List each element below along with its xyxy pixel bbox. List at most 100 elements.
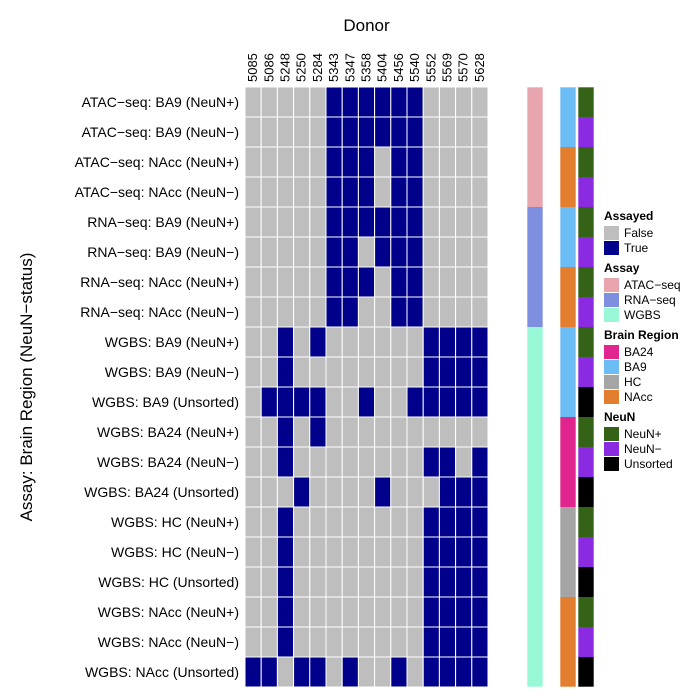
heatmap-cell (357, 176, 376, 208)
brain-region-annotation-cell (560, 447, 576, 477)
heatmap-cell (341, 266, 359, 298)
assay-annotation-cell (527, 477, 543, 507)
row-label: WGBS: BA9 (NeuN−) (105, 364, 239, 380)
heatmap-cell (276, 266, 295, 298)
heatmap-cell (390, 206, 408, 238)
heatmap-cell (422, 566, 440, 598)
legend-label: False (624, 226, 654, 240)
neun-annotation-frame (577, 86, 595, 688)
neun-annotation-cell (578, 387, 594, 417)
heatmap-cell (390, 86, 408, 118)
legend-label: RNA−seq (624, 293, 676, 307)
brain-region-annotation-cell (560, 657, 576, 687)
row-label: ATAC−seq: BA9 (NeuN−) (82, 124, 239, 140)
heatmap-cell (325, 416, 343, 448)
heatmap-cell (422, 416, 440, 448)
heatmap-cell (357, 206, 376, 238)
heatmap-cell (293, 476, 311, 508)
brain-region-annotation-cell (560, 417, 576, 447)
heatmap-cell (341, 326, 359, 358)
column-label: 5085 (245, 53, 260, 82)
heatmap-cell (341, 506, 359, 538)
heatmap-cell (341, 416, 359, 448)
heatmap-cell (309, 416, 327, 448)
heatmap-cell (422, 266, 440, 298)
heatmap-cell (374, 356, 392, 388)
neun-annotation-cell (578, 177, 594, 207)
heatmap-cell (438, 356, 457, 388)
heatmap-cell (422, 536, 440, 568)
heatmap-cell (406, 596, 424, 628)
legend-swatch (604, 390, 619, 404)
heatmap-cell (309, 176, 327, 208)
heatmap-cell (374, 86, 392, 118)
column-label: 5569 (440, 53, 455, 82)
heatmap-cell (341, 236, 359, 268)
neun-annotation-cell (578, 627, 594, 657)
heatmap-cell (390, 146, 408, 178)
heatmap-cell (455, 206, 473, 238)
legend-label: True (624, 241, 649, 255)
heatmap-cell (455, 446, 473, 478)
heatmap-cell (374, 206, 392, 238)
heatmap-cell (276, 416, 295, 448)
heatmap-cell (325, 176, 343, 208)
heatmap-cell (390, 116, 408, 148)
heatmap-cell (438, 296, 457, 328)
heatmap-cell (455, 566, 473, 598)
heatmap-cell (309, 86, 327, 118)
heatmap-cell (422, 476, 440, 508)
heatmap-cell (390, 566, 408, 598)
heatmap-cell (374, 596, 392, 628)
heatmap-cell (390, 476, 408, 508)
heatmap-cell (374, 236, 392, 268)
heatmap-cell (293, 236, 311, 268)
heatmap-cell (309, 116, 327, 148)
heatmap-cell (471, 596, 489, 628)
assay-annotation-cell (527, 387, 543, 417)
heatmap-cell (438, 236, 457, 268)
column-label: 5086 (261, 53, 276, 82)
heatmap-cell (244, 296, 262, 328)
heatmap-cell (422, 446, 440, 478)
heatmap-cell (325, 656, 343, 688)
brain-region-annotation-cell (560, 87, 576, 117)
legend-label: NeuN+ (624, 427, 662, 441)
heatmap-cell (390, 296, 408, 328)
column-label: 5540 (407, 53, 422, 82)
row-label: WGBS: NAcc (NeuN+) (98, 604, 239, 620)
neun-annotation-cell (578, 147, 594, 177)
heatmap-cell (406, 506, 424, 538)
heatmap-cell (422, 146, 440, 178)
column-label: 5552 (423, 53, 438, 82)
neun-annotation-cell (578, 87, 594, 117)
heatmap-cell (406, 656, 424, 688)
heatmap-cell (325, 596, 343, 628)
heatmap-cell (406, 566, 424, 598)
legend-swatch (604, 308, 619, 322)
neun-annotation-cell (578, 537, 594, 567)
heatmap-cell (260, 206, 278, 238)
heatmap-cell (341, 176, 359, 208)
neun-annotation-cell (578, 267, 594, 297)
heatmap-cell (438, 386, 457, 418)
heatmap-cell (244, 506, 262, 538)
heatmap-cell (341, 596, 359, 628)
neun-annotation-cell (578, 657, 594, 687)
heatmap-cell (357, 116, 376, 148)
heatmap-cell (309, 566, 327, 598)
legend-swatch (604, 442, 619, 456)
heatmap-cell (471, 116, 489, 148)
heatmap-cell (309, 236, 327, 268)
heatmap-cell (422, 296, 440, 328)
column-label: 5628 (472, 53, 487, 82)
row-label: RNA−seq: NAcc (NeuN−) (80, 304, 239, 320)
legend-label: NAcc (624, 390, 653, 404)
neun-annotation-cell (578, 477, 594, 507)
heatmap-cell (276, 146, 295, 178)
legend-title: NeuN (604, 410, 635, 424)
heatmap-cell (244, 476, 262, 508)
heatmap-cell (260, 326, 278, 358)
heatmap-cell (325, 446, 343, 478)
brain-region-annotation-cell (560, 627, 576, 657)
